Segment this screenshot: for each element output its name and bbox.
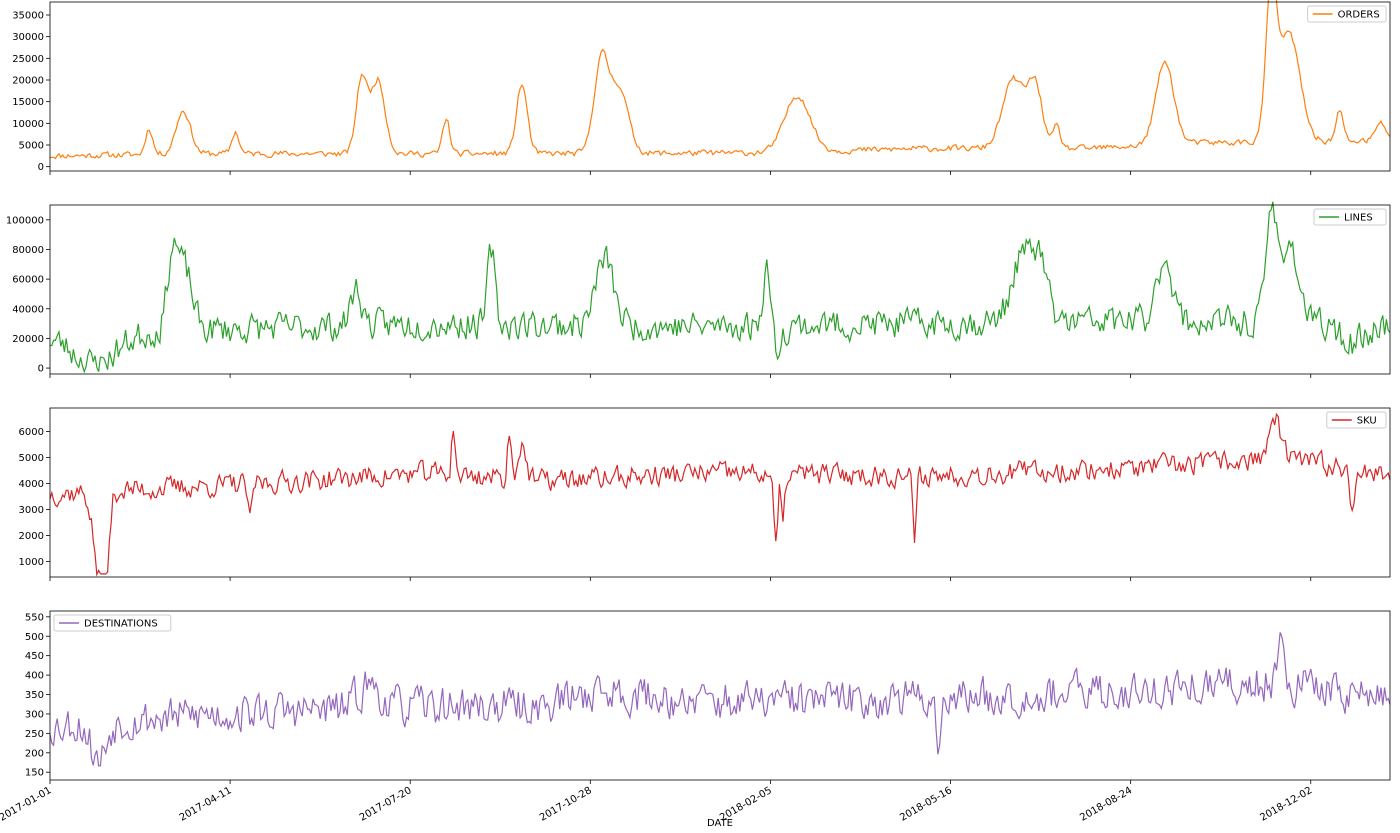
legend-box: [1307, 5, 1387, 23]
y-tick-label: 60000: [12, 275, 44, 286]
y-tick-label: 20000: [12, 76, 44, 87]
y-tick-label: 30000: [12, 32, 44, 43]
legend-sku: SKU: [1326, 411, 1387, 429]
series-line-sku: [49, 412, 1391, 577]
y-tick-label: 35000: [12, 11, 44, 22]
legend-label: SKU: [1357, 416, 1377, 427]
series-line-lines: [49, 201, 1391, 374]
axes-frame: [49, 1, 1391, 172]
y-tick-label: 500: [25, 632, 44, 643]
y-tick-label: 550: [25, 612, 44, 623]
subplot-lines: 0 20000 40000 60000 80000 100000 LINES: [6, 201, 1391, 378]
axes-frame: [49, 610, 1391, 781]
legend-destinations: DESTINATIONS: [53, 614, 172, 632]
subplot-destinations: 150 200 250 300 350 400 450 500 550 DESTINATIONS: [25, 610, 1391, 784]
x-tick-label: 2017-01-01: [0, 785, 54, 824]
legend-box: [1313, 208, 1387, 226]
subplot-sku: 1000 2000 3000 4000 5000 6000 SKU: [19, 407, 1391, 581]
y-tick-label: 400: [25, 671, 44, 682]
series-line-destinations: [49, 632, 1391, 767]
y-tick-label: 1000: [19, 557, 44, 568]
legend-label: DESTINATIONS: [84, 619, 158, 630]
y-tick-label: 0: [38, 162, 44, 173]
y-tick-label: 2000: [19, 531, 44, 542]
series-line-orders: [49, 0, 1391, 160]
x-axis-title: DATE: [707, 818, 733, 829]
axes-frame: [49, 407, 1391, 578]
y-tick-label: 0: [38, 364, 44, 375]
x-tick-label: 2018-08-24: [1078, 785, 1134, 824]
y-tick-label: 200: [25, 748, 44, 759]
y-tick-label: 25000: [12, 54, 44, 65]
x-tick-label: 2017-04-11: [178, 785, 234, 824]
axes-frame: [49, 204, 1391, 375]
y-tick-label: 40000: [12, 304, 44, 315]
x-tick-label: 2018-05-16: [898, 785, 954, 824]
y-tick-label: 5000: [19, 141, 44, 152]
y-tick-label: 5000: [19, 453, 44, 464]
y-tick-label: 80000: [12, 245, 44, 256]
x-tick-label: 2018-12-02: [1258, 785, 1314, 824]
y-tick-label: 20000: [12, 334, 44, 345]
legend-lines: LINES: [1313, 208, 1387, 226]
y-tick-label: 10000: [12, 119, 44, 130]
legend-label: LINES: [1344, 213, 1373, 224]
y-tick-label: 300: [25, 709, 44, 720]
legend-orders: ORDERS: [1307, 5, 1387, 23]
y-tick-label: 6000: [19, 427, 44, 438]
y-tick-label: 4000: [19, 479, 44, 490]
legend-box: [1326, 411, 1387, 429]
legend-box: [53, 614, 172, 632]
subplot-orders: 0 5000 10000 15000 20000 25000 30000 35000 ORDER…: [12, 0, 1391, 175]
y-tick-label: 100000: [6, 215, 44, 226]
y-tick-label: 3000: [19, 505, 44, 516]
y-tick-label: 15000: [12, 97, 44, 108]
y-tick-label: 450: [25, 651, 44, 662]
y-tick-label: 350: [25, 690, 44, 701]
legend-label: ORDERS: [1338, 10, 1380, 21]
x-tick-label: 2017-07-20: [358, 785, 414, 824]
y-tick-label: 250: [25, 729, 44, 740]
y-tick-label: 150: [25, 768, 44, 779]
x-tick-label: 2017-10-28: [538, 785, 594, 824]
x-axis: 2017-01-01 2017-04-11 2017-07-20 2017-10-28…: [0, 785, 1314, 824]
